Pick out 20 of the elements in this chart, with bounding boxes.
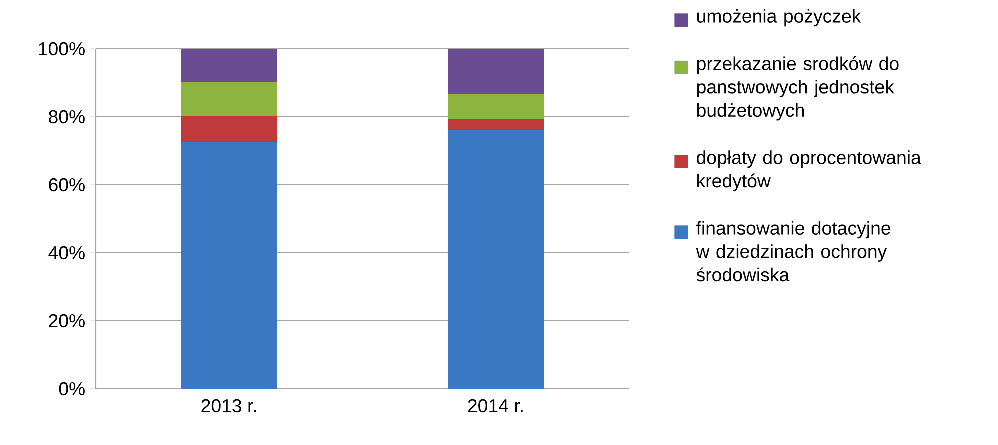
- x-tick-label: 2013 r.: [202, 399, 256, 413]
- legend-label: umożenia pożyczek: [697, 9, 862, 27]
- legend-label: finansowanie dotacyjne w dziedzinach ochrony środowiska: [696, 221, 890, 282]
- y-tick-label: 0%: [59, 382, 85, 396]
- y-tick-label: 60%: [49, 178, 85, 192]
- bar: [448, 130, 544, 389]
- legend-label: przekazanie srodków do panstwowych jednostek budżetowych: [697, 56, 899, 121]
- legend-label: dopłaty do oprocentowania kredytów: [697, 150, 922, 192]
- bar: [181, 142, 278, 389]
- y-tick-label: 40%: [48, 246, 85, 260]
- y-tick-label: 20%: [49, 314, 85, 328]
- y-tick-label: 80%: [49, 110, 85, 124]
- bar: [181, 48, 278, 82]
- bar: [448, 94, 544, 120]
- bar: [448, 119, 544, 130]
- bar: [448, 48, 544, 94]
- y-tick-label: 100%: [39, 42, 85, 56]
- bar: [181, 82, 278, 116]
- bar: [181, 116, 278, 142]
- x-tick-label: 2014 r.: [468, 399, 523, 413]
